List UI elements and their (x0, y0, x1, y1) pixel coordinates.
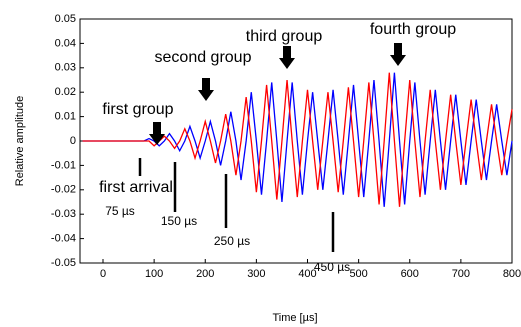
annotation: first arrival (99, 179, 173, 196)
y-tick-label: 0 (70, 135, 76, 147)
annotation: 75 µs (105, 204, 135, 218)
x-axis-label: Time [µs] (272, 312, 317, 324)
arrow (149, 122, 165, 145)
annotation: 250 µs (214, 234, 250, 248)
y-tick-label: 0.01 (55, 111, 76, 123)
annotation: 450 µs (314, 260, 350, 274)
x-tick-label: 800 (503, 268, 521, 280)
y-tick-label: -0.05 (51, 257, 76, 269)
y-tick-label: -0.04 (51, 233, 76, 245)
x-tick-label: 700 (452, 268, 470, 280)
annotation: second group (155, 49, 252, 66)
arrow (390, 43, 406, 66)
annotation: 150 µs (161, 214, 197, 228)
x-tick-label: 600 (401, 268, 419, 280)
x-tick-label: 200 (196, 268, 214, 280)
arrow (279, 46, 295, 69)
y-tick-label: 0.04 (55, 37, 76, 49)
x-tick-label: 100 (145, 268, 163, 280)
y-axis-label: Relative amplitude (14, 96, 26, 187)
y-tick-label: -0.02 (51, 184, 76, 196)
y-tick-label: 0.05 (55, 13, 76, 25)
x-tick-label: 300 (247, 268, 265, 280)
y-tick-label: -0.03 (51, 208, 76, 220)
x-tick-label: 0 (100, 268, 106, 280)
annotation: first group (102, 101, 173, 118)
x-tick-label: 500 (349, 268, 367, 280)
y-tick-label: -0.01 (51, 159, 76, 171)
annotation: fourth group (370, 21, 456, 38)
arrow (198, 78, 214, 101)
waveform (82, 72, 513, 207)
y-tick-label: 0.03 (55, 62, 76, 74)
y-tick-label: 0.02 (55, 86, 76, 98)
annotation: third group (246, 28, 323, 45)
x-tick-label: 400 (298, 268, 316, 280)
